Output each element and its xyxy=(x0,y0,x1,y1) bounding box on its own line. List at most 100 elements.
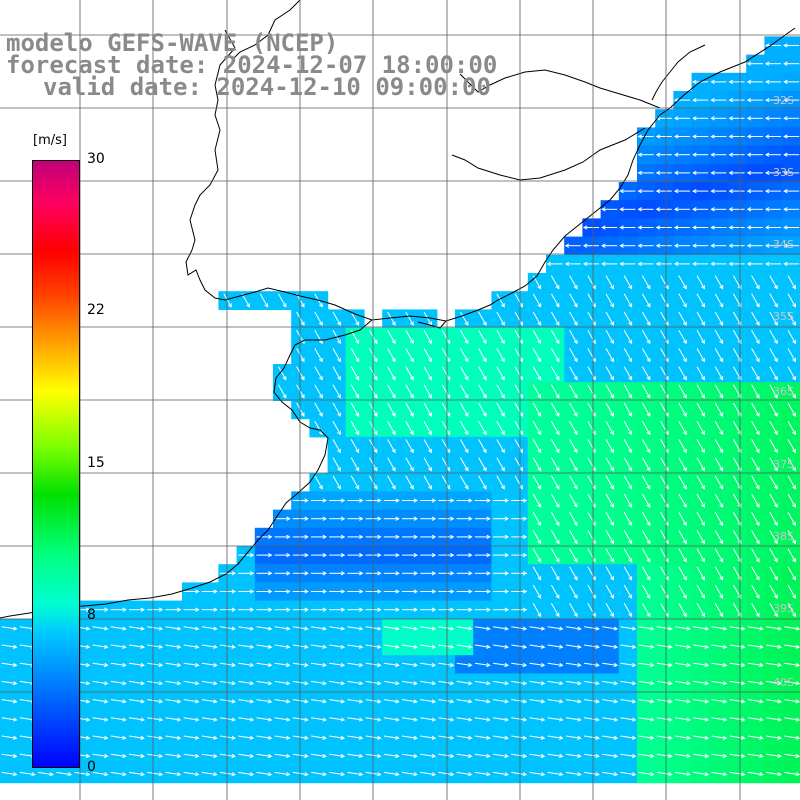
wind-arrow xyxy=(678,530,687,544)
wind-arrow-head xyxy=(692,116,697,121)
wind-arrow-head xyxy=(755,394,760,399)
wind-arrow-head xyxy=(573,448,578,454)
wind-arrow-head xyxy=(773,376,778,381)
wind-arrow-head xyxy=(522,534,528,540)
wind-arrow-head xyxy=(464,485,469,490)
wind-arrow-head xyxy=(792,448,796,454)
wind-arrow xyxy=(678,566,687,581)
wind-arrow-head xyxy=(682,503,687,508)
wind-arrow-head xyxy=(358,626,364,631)
wind-arrow-head xyxy=(741,662,746,668)
wind-arrow-head xyxy=(755,376,760,381)
wind-arrow-head xyxy=(522,753,528,759)
wind-arrow xyxy=(532,493,542,508)
wind-arrow xyxy=(92,753,108,757)
wind-arrow-head xyxy=(595,644,600,649)
wind-arrow xyxy=(732,366,742,380)
wind-arrow-head xyxy=(610,576,614,581)
wind-arrow-head xyxy=(637,152,642,157)
wind-arrow-head xyxy=(573,285,578,290)
wind-arrow xyxy=(660,602,669,617)
wind-arrow-head xyxy=(231,571,237,576)
wind-arrow-head xyxy=(195,607,200,612)
wind-arrow-head xyxy=(773,594,778,599)
wind-arrow xyxy=(383,662,399,666)
wind-arrow xyxy=(474,626,490,630)
wind-arrow-head xyxy=(409,339,414,345)
wind-arrow xyxy=(620,735,636,739)
wind-arrow xyxy=(565,644,581,648)
wind-arrow-head xyxy=(231,735,236,740)
wind-arrow-head xyxy=(795,699,800,704)
wind-arrow-head xyxy=(650,699,655,704)
wind-arrow xyxy=(732,420,742,435)
wind-arrow xyxy=(638,680,654,685)
wind-arrow-head xyxy=(610,485,614,490)
wind-arrow-head xyxy=(519,303,523,308)
wind-arrow-head xyxy=(195,735,200,740)
wind-arrow-head xyxy=(655,207,661,212)
wind-arrow xyxy=(732,402,742,417)
wind-arrow xyxy=(387,402,396,417)
wind-arrow xyxy=(514,457,523,471)
wind-arrow xyxy=(641,402,651,417)
wind-arrow xyxy=(569,420,578,435)
wind-arrow-head xyxy=(540,753,546,759)
wind-arrow-head xyxy=(673,152,679,157)
wind-arrow-head xyxy=(286,753,291,759)
wind-arrow-head xyxy=(482,357,487,363)
wind-arrow-head xyxy=(728,152,733,157)
wind-arrow xyxy=(678,420,687,435)
wind-arrow xyxy=(787,439,796,453)
wind-arrow xyxy=(56,771,72,776)
wind-arrow-head xyxy=(428,467,432,472)
wind-arrow-head xyxy=(746,225,752,230)
wind-arrow xyxy=(547,753,563,757)
wind-arrow-head xyxy=(231,626,236,631)
wind-arrow-head xyxy=(764,225,770,230)
wind-arrow-head xyxy=(655,170,661,176)
wind-arrow-head xyxy=(122,662,127,668)
wind-arrow xyxy=(129,735,144,739)
wind-arrow xyxy=(769,566,778,581)
wind-arrow xyxy=(110,717,126,721)
wind-arrow-head xyxy=(673,116,679,121)
wind-arrow-head xyxy=(755,485,760,490)
wind-arrow xyxy=(514,293,523,308)
wind-arrow xyxy=(678,475,687,490)
wind-arrow xyxy=(641,311,651,326)
wind-arrow-head xyxy=(646,539,651,545)
wind-arrow-head xyxy=(692,207,697,212)
wind-arrow xyxy=(459,348,469,362)
wind-arrow-head xyxy=(504,626,509,631)
wind-arrow-head xyxy=(719,339,724,345)
wind-arrow-head xyxy=(486,498,491,503)
wind-arrow-head xyxy=(792,576,796,581)
wind-arrow xyxy=(675,662,690,666)
wind-arrow xyxy=(623,329,633,344)
wind-arrow-head xyxy=(795,772,800,777)
wind-arrow-head xyxy=(537,558,542,563)
wind-arrow-head xyxy=(595,753,600,759)
wind-arrow xyxy=(787,384,796,399)
wind-arrow xyxy=(438,735,454,739)
wind-arrow-head xyxy=(449,735,455,740)
wind-arrow xyxy=(751,475,760,490)
wind-arrow-head xyxy=(249,607,255,612)
wind-arrow-head xyxy=(431,717,437,722)
wind-arrow xyxy=(438,626,454,630)
wind-arrow xyxy=(532,475,542,490)
wind-arrow-head xyxy=(686,735,691,740)
wind-arrow xyxy=(496,402,505,417)
wind-arrow-head xyxy=(431,626,437,631)
wind-arrow-head xyxy=(682,394,687,399)
wind-arrow-head xyxy=(213,589,218,594)
wind-arrow-head xyxy=(773,539,778,545)
wind-arrow xyxy=(256,717,272,721)
wind-arrow-head xyxy=(450,498,455,503)
wind-arrow xyxy=(584,662,599,666)
wind-arrow xyxy=(675,626,690,630)
wind-arrow xyxy=(110,644,126,648)
wind-arrow-head xyxy=(322,498,328,503)
